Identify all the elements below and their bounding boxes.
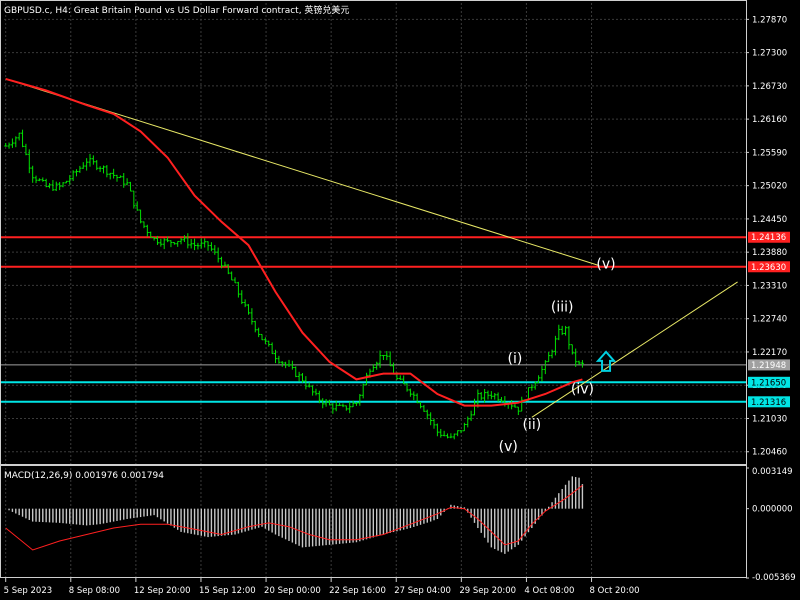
time-tick-label: 20 Sep 00:00 xyxy=(264,586,321,596)
time-tick-label: 15 Sep 12:00 xyxy=(199,586,256,596)
wave-label: (iv) xyxy=(571,381,594,397)
time-tick-label: 8 Oct 20:00 xyxy=(590,586,640,596)
wave-label: (i) xyxy=(508,351,523,367)
level-tag-label: 1.23630 xyxy=(751,263,786,273)
level-tag-box xyxy=(748,231,790,243)
macd-title: MACD(12,26,9) 0.001976 0.001794 xyxy=(4,471,164,481)
price-tick-label: 1.27300 xyxy=(752,49,787,59)
level-tag-box xyxy=(748,359,790,371)
time-tick-label: 22 Sep 16:00 xyxy=(329,586,386,596)
level-tag-box xyxy=(748,376,790,388)
macd-signal-line xyxy=(5,485,583,551)
wave-annotations: (v)(iii)(i)(iv)(ii)(v) xyxy=(499,257,616,456)
up-arrow-icon xyxy=(595,350,617,372)
price-tick-label: 1.20460 xyxy=(752,448,787,458)
level-tag-box xyxy=(748,396,790,408)
price-tick-label: 1.23310 xyxy=(752,281,787,291)
wave-label: (v) xyxy=(499,439,518,455)
price-tick-label: 1.26160 xyxy=(752,115,787,125)
price-tick-label: 1.21030 xyxy=(752,414,787,424)
price-tick-label: 1.26730 xyxy=(752,82,787,92)
macd-panel-border xyxy=(0,465,747,578)
moving-average xyxy=(5,77,583,407)
price-tick-label: 1.25020 xyxy=(752,182,787,192)
time-tick-label: 8 Sep 08:00 xyxy=(69,586,120,596)
price-candles xyxy=(4,129,584,440)
wave-label: (iii) xyxy=(551,300,574,316)
level-tag-label: 1.21948 xyxy=(751,361,786,371)
main-panel-border xyxy=(0,0,747,465)
panel-frame xyxy=(0,0,747,578)
level-tag-label: 1.24136 xyxy=(751,233,786,243)
macd-tick-label: 0.003149 xyxy=(752,467,793,477)
price-tick-label: 1.24450 xyxy=(752,215,787,225)
time-tick-label: 12 Sep 20:00 xyxy=(134,586,191,596)
macd-axis: 0.003149 0.000000 -0.005369 xyxy=(746,467,796,583)
macd-indicator xyxy=(5,476,584,554)
chart-title: GBPUSD.c, H4: Great Britain Pound vs US … xyxy=(4,4,349,16)
wave-label: (v) xyxy=(596,257,615,273)
price-tick-label: 1.22170 xyxy=(752,348,787,358)
level-tag-label: 1.21316 xyxy=(751,398,786,408)
macd-tick-label: -0.005369 xyxy=(752,573,796,583)
time-tick-label: 4 Oct 08:00 xyxy=(524,586,574,596)
price-tick-label: 1.23880 xyxy=(752,248,787,258)
horizontal-levels[interactable] xyxy=(0,236,746,403)
price-tick-label: 1.27870 xyxy=(752,15,787,25)
price-tick-label: 1.22740 xyxy=(752,315,787,325)
level-tag-label: 1.21650 xyxy=(751,378,786,388)
price-tick-label: 1.25590 xyxy=(752,148,787,158)
trendline xyxy=(531,281,738,418)
macd-tick-label: 0.000000 xyxy=(752,505,793,515)
arrow-shape xyxy=(595,350,617,372)
moving-average-line xyxy=(5,77,583,407)
level-tag-box xyxy=(748,261,790,273)
time-axis: 5 Sep 2023 8 Sep 08:00 12 Sep 20:00 15 Sep … xyxy=(4,578,640,596)
time-tick-label: 29 Sep 20:00 xyxy=(459,586,516,596)
wave-label: (ii) xyxy=(522,417,541,433)
price-axis: 1.27870 1.27300 1.26730 1.26160 1.25590 1.250… xyxy=(746,15,790,458)
time-tick-label: 5 Sep 2023 xyxy=(4,586,52,596)
time-tick-label: 27 Sep 04:00 xyxy=(394,586,451,596)
